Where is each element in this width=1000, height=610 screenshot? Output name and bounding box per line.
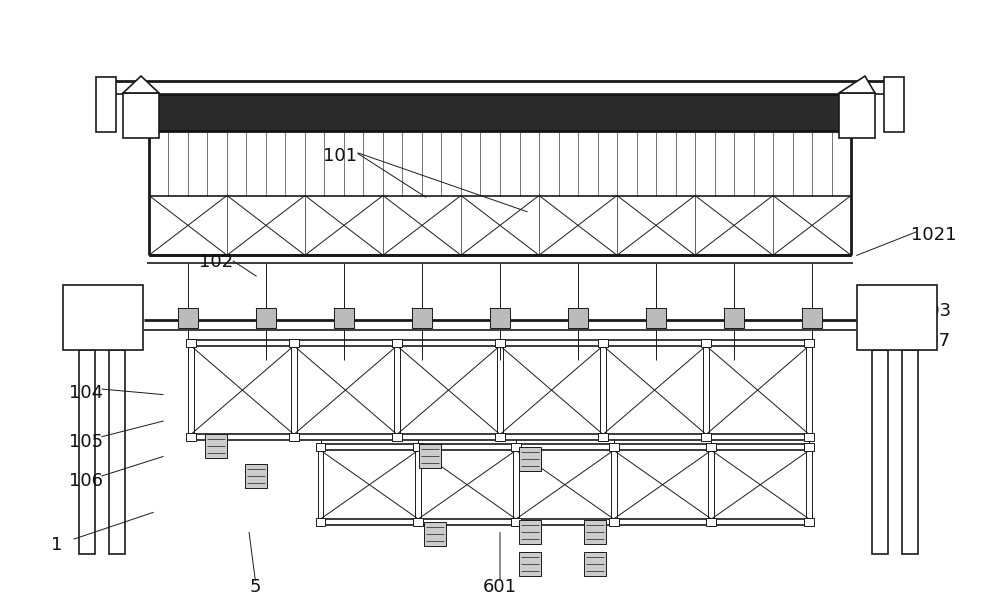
Bar — [79, 350, 95, 554]
Bar — [724, 308, 744, 328]
Polygon shape — [134, 95, 149, 131]
Bar — [804, 434, 814, 442]
Bar — [646, 308, 666, 328]
Bar — [123, 93, 159, 138]
Bar — [186, 339, 196, 347]
Bar — [63, 285, 143, 350]
Bar — [334, 308, 354, 328]
Bar — [706, 518, 716, 526]
Polygon shape — [851, 95, 866, 131]
Text: 1: 1 — [51, 536, 62, 554]
Bar — [412, 308, 432, 328]
Text: 1021: 1021 — [911, 226, 957, 244]
Text: 101: 101 — [323, 147, 357, 165]
Bar — [413, 443, 423, 451]
Bar — [289, 339, 299, 347]
Bar — [511, 443, 521, 451]
Bar — [519, 520, 541, 544]
Text: 102: 102 — [199, 254, 233, 271]
Polygon shape — [123, 76, 159, 93]
Bar — [902, 350, 918, 554]
Bar — [392, 434, 402, 442]
Text: 5: 5 — [250, 578, 261, 597]
Bar — [568, 308, 588, 328]
Bar — [205, 434, 227, 458]
Bar — [289, 434, 299, 442]
Text: 607: 607 — [917, 332, 951, 350]
Bar — [186, 434, 196, 442]
Bar — [598, 339, 608, 347]
Bar — [802, 308, 822, 328]
Bar — [96, 77, 116, 132]
Bar — [419, 444, 441, 468]
Bar — [149, 95, 851, 131]
Bar — [701, 434, 711, 442]
Bar — [701, 339, 711, 347]
Bar — [316, 443, 325, 451]
Bar — [495, 434, 505, 442]
Text: 104: 104 — [69, 384, 103, 402]
Bar — [609, 518, 619, 526]
Bar — [490, 308, 510, 328]
Bar — [256, 308, 276, 328]
Bar — [511, 518, 521, 526]
Bar — [424, 522, 446, 546]
Bar — [804, 339, 814, 347]
Bar — [872, 350, 888, 554]
Text: 103: 103 — [917, 302, 951, 320]
Text: 105: 105 — [69, 432, 103, 451]
Bar — [178, 308, 198, 328]
Bar — [584, 552, 606, 576]
Text: 601: 601 — [483, 578, 517, 597]
Bar — [109, 350, 125, 554]
Text: 106: 106 — [69, 472, 103, 490]
Polygon shape — [839, 76, 875, 93]
Bar — [706, 443, 716, 451]
Bar — [392, 339, 402, 347]
Bar — [413, 518, 423, 526]
Bar — [245, 464, 267, 488]
Bar — [519, 447, 541, 472]
Bar — [584, 520, 606, 544]
Bar — [804, 443, 814, 451]
Bar — [316, 518, 325, 526]
Bar — [839, 93, 875, 138]
Bar — [519, 552, 541, 576]
Bar — [884, 77, 904, 132]
Bar — [609, 443, 619, 451]
Bar — [804, 518, 814, 526]
Bar — [598, 434, 608, 442]
Bar — [857, 285, 937, 350]
Bar — [495, 339, 505, 347]
